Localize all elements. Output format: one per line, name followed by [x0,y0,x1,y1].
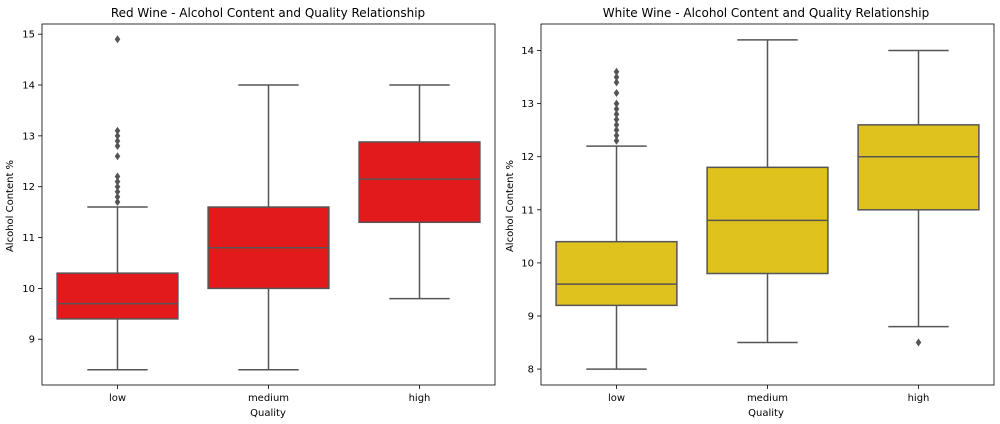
iqr-box [857,124,980,211]
white-wine-chart: White Wine - Alcohol Content and Quality… [505,6,995,419]
x-axis-label: Quality [748,408,784,419]
axes-frame [540,23,995,386]
outlier-point [613,126,620,135]
outlier-point [114,172,121,181]
y-tick-label: 13 [22,131,35,142]
axes-frame [41,23,496,386]
y-tick-label: 10 [521,258,534,269]
iqr-box [555,240,678,307]
y-tick-label: 12 [22,182,35,193]
y-axis-label: Alcohol Content % [505,160,516,252]
outlier-point [114,142,121,151]
y-tick-label: 11 [22,233,35,244]
y-tick-label: 15 [22,30,35,41]
x-tick-label: high [908,393,930,404]
iqr-box [358,141,481,224]
y-tick-label: 9 [29,335,35,346]
outlier-point [613,73,620,82]
y-tick-label: 14 [521,46,534,57]
y-tick-label: 11 [521,205,534,216]
y-tick-label: 8 [528,365,534,376]
box-medium [207,84,330,371]
box-high [358,84,481,300]
plot-area [537,23,995,389]
outlier-point [114,197,121,206]
box-low [555,67,678,370]
chart-title: White Wine - Alcohol Content and Quality… [603,6,929,20]
y-tick-label: 9 [528,311,534,322]
box-high [857,49,980,347]
x-tick-label: low [608,393,625,404]
outlier-point [114,35,121,44]
outlier-point [613,67,620,76]
box-medium [706,39,829,344]
outlier-point [613,120,620,129]
x-tick-label: high [409,393,431,404]
outlier-point [114,152,121,161]
outlier-point [613,110,620,119]
outlier-point [114,126,121,135]
outlier-point [114,177,121,186]
y-tick-label: 12 [521,152,534,163]
chart-title: Red Wine - Alcohol Content and Quality R… [111,6,425,20]
y-tick-label: 14 [22,81,35,92]
outlier-point [114,131,121,140]
x-tick-label: medium [747,393,788,404]
y-tick-label: 10 [22,284,35,295]
outlier-point [613,89,620,98]
box-low [56,35,179,371]
plot-area [38,23,496,389]
x-axis-label: Quality [250,408,286,419]
y-tick-label: 13 [521,99,534,110]
x-tick-label: low [109,393,126,404]
red-wine-chart: Red Wine - Alcohol Content and Quality R… [5,6,496,419]
outlier-point [114,192,121,201]
outlier-point [613,99,620,108]
outlier-point [915,338,922,347]
outlier-point [613,115,620,124]
iqr-box [56,272,179,320]
outlier-point [114,136,121,145]
outlier-point [613,78,620,87]
x-tick-label: medium [248,393,289,404]
outlier-point [613,131,620,140]
y-axis-label: Alcohol Content % [5,160,16,252]
outlier-point [114,182,121,191]
outlier-point [613,104,620,113]
outlier-point [613,136,620,145]
outlier-point [114,187,121,196]
